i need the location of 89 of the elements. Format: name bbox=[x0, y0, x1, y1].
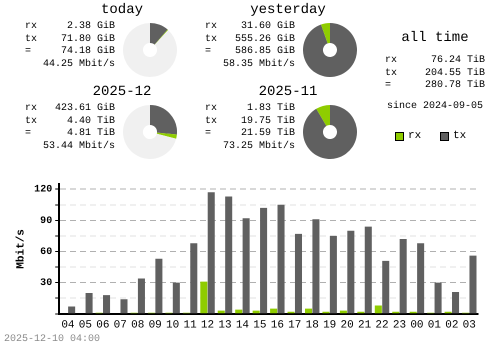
bar bbox=[364, 226, 372, 314]
bar bbox=[382, 260, 390, 314]
bar bbox=[260, 208, 268, 314]
text: 58.35 Mbit/s bbox=[222, 58, 295, 70]
x-tick-label: 19 bbox=[323, 319, 336, 332]
chart-title: 2025-11 bbox=[258, 84, 318, 100]
bar bbox=[242, 218, 250, 314]
text: tx 4.40 TiB bbox=[25, 116, 115, 126]
x-tick-label: 00 bbox=[410, 319, 424, 332]
bar bbox=[400, 239, 407, 314]
x-tick-label: 05 bbox=[78, 319, 92, 332]
y-tick-label: 90 bbox=[40, 216, 52, 227]
bar bbox=[86, 293, 93, 314]
text: tx 71.80 GiB bbox=[25, 34, 115, 44]
bar bbox=[312, 219, 320, 314]
bar bbox=[103, 295, 110, 314]
bar bbox=[340, 310, 347, 314]
bar bbox=[172, 282, 180, 314]
text: = 4.81 TiB bbox=[25, 128, 115, 139]
x-tick-label: 17 bbox=[288, 319, 302, 332]
text: rx 1.83 TiB bbox=[205, 103, 295, 114]
x-tick-label: 02 bbox=[445, 319, 458, 332]
chart-title: yesterday bbox=[249, 2, 327, 18]
bar bbox=[218, 310, 225, 314]
bar bbox=[252, 310, 260, 314]
text: 44.25 Mbit/s bbox=[42, 58, 115, 70]
x-tick-label: 20 bbox=[340, 319, 354, 332]
x-tick-label: 08 bbox=[131, 319, 144, 332]
bar bbox=[200, 282, 208, 314]
text: = 280.78 TiB bbox=[385, 80, 485, 91]
bar bbox=[294, 234, 302, 314]
x-tick-label: 18 bbox=[306, 319, 319, 332]
text: = 74.18 GiB bbox=[25, 46, 115, 57]
x-tick-label: 09 bbox=[148, 319, 162, 332]
text: rx 76.24 TiB bbox=[385, 55, 485, 66]
text: 53.44 Mbit/s bbox=[42, 140, 115, 152]
chart-title: today bbox=[100, 2, 144, 18]
x-tick-label: 15 bbox=[253, 319, 266, 332]
legend-label: tx bbox=[453, 130, 466, 142]
bar bbox=[304, 308, 312, 314]
bar bbox=[374, 305, 382, 314]
x-tick-label: 10 bbox=[166, 319, 180, 332]
x-tick-label: 11 bbox=[183, 319, 198, 332]
bar bbox=[452, 292, 460, 314]
text: since 2024-09-05 bbox=[386, 101, 484, 112]
bar bbox=[417, 243, 424, 314]
bar bbox=[278, 204, 285, 314]
x-tick-label: 23 bbox=[392, 319, 406, 332]
legend-label: rx bbox=[408, 130, 422, 142]
x-tick-label: 22 bbox=[375, 319, 389, 332]
text: 2025-12-10 04:00 bbox=[4, 334, 100, 345]
text: = 586.85 GiB bbox=[205, 46, 295, 57]
bar bbox=[208, 192, 215, 314]
x-tick-label: 04 bbox=[61, 319, 75, 332]
bar bbox=[190, 243, 198, 314]
text: 73.25 Mbit/s bbox=[222, 140, 295, 152]
bar bbox=[120, 299, 128, 314]
bar bbox=[235, 310, 242, 314]
y-axis-title: Mbit/s bbox=[15, 229, 28, 269]
y-tick-label: 60 bbox=[40, 247, 52, 258]
chart-title: 2025-12 bbox=[92, 84, 152, 100]
y-tick-label: 30 bbox=[40, 278, 52, 290]
bar bbox=[155, 258, 162, 314]
text: = 21.59 TiB bbox=[205, 128, 295, 139]
bar bbox=[270, 308, 278, 314]
x-tick-label: 13 bbox=[218, 319, 232, 332]
bar bbox=[68, 306, 76, 314]
text: tx 555.26 GiB bbox=[205, 34, 295, 44]
text: tx 19.75 TiB bbox=[205, 116, 295, 126]
bar bbox=[347, 230, 354, 314]
x-tick-label: 12 bbox=[200, 319, 214, 332]
text: rx 2.38 GiB bbox=[25, 21, 115, 32]
x-tick-label: 01 bbox=[428, 319, 442, 332]
bar bbox=[138, 278, 145, 314]
y-tick-label: 120 bbox=[34, 184, 52, 196]
x-tick-label: 14 bbox=[236, 319, 250, 332]
text: all time bbox=[400, 30, 470, 46]
bar bbox=[330, 236, 337, 314]
text: tx 204.55 TiB bbox=[385, 68, 485, 78]
text: rx 31.60 GiB bbox=[205, 21, 295, 32]
x-tick-label: 06 bbox=[96, 319, 110, 332]
bar bbox=[434, 282, 442, 314]
bar bbox=[469, 256, 477, 314]
text: rx 423.61 GiB bbox=[25, 103, 115, 114]
x-tick-label: 16 bbox=[270, 319, 284, 332]
x-tick-label: 21 bbox=[358, 319, 372, 332]
x-tick-label: 03 bbox=[462, 319, 476, 332]
bar bbox=[225, 196, 232, 314]
x-tick-label: 07 bbox=[114, 319, 127, 332]
